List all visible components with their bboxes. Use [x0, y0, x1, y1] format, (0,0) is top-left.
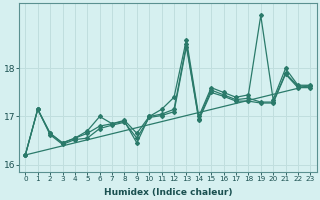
X-axis label: Humidex (Indice chaleur): Humidex (Indice chaleur) — [104, 188, 232, 197]
